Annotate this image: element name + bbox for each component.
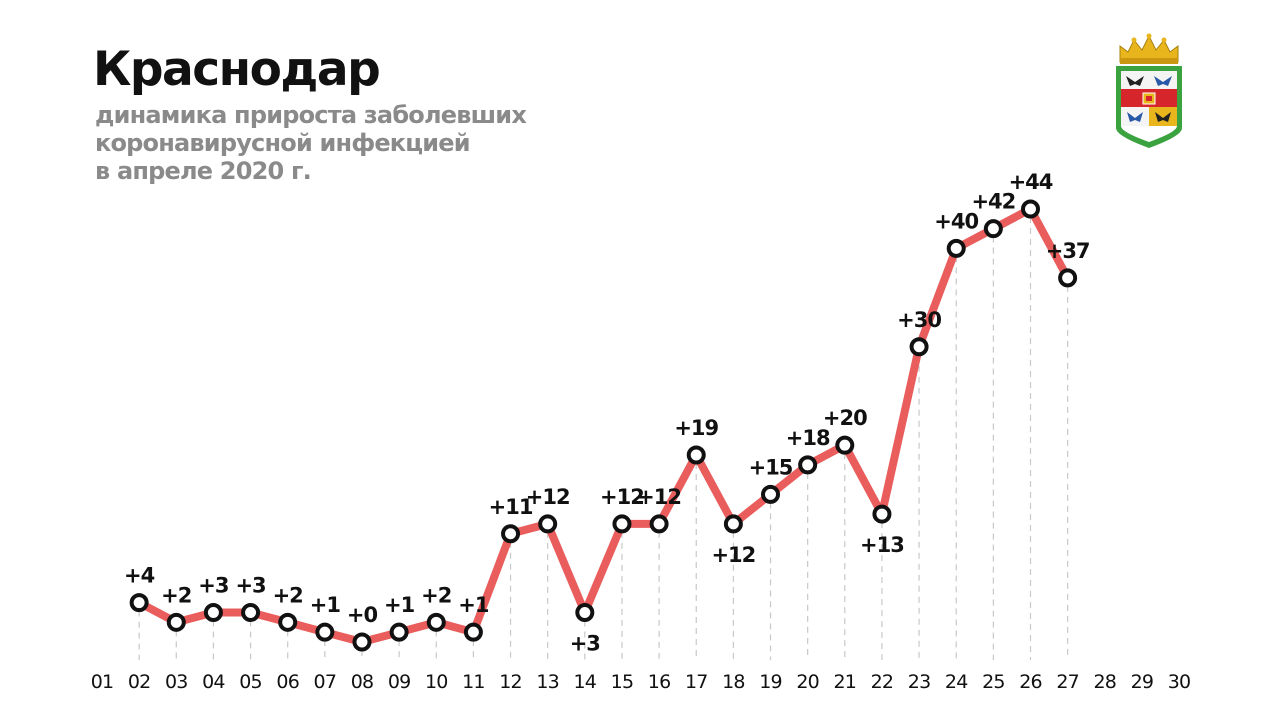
data-label: +12 <box>600 485 644 509</box>
x-tick-label: 05 <box>239 671 262 693</box>
x-tick-label: 14 <box>574 671 597 693</box>
data-label: +37 <box>1046 239 1090 263</box>
x-tick-label: 03 <box>165 671 188 693</box>
x-tick-label: 09 <box>388 671 411 693</box>
series-line <box>135 205 1072 646</box>
data-label: +12 <box>526 485 570 509</box>
data-point <box>241 602 261 622</box>
data-point <box>798 455 818 475</box>
x-tick-label: 02 <box>128 671 151 693</box>
data-label: +13 <box>860 533 904 557</box>
x-tick-label: 08 <box>351 671 374 693</box>
x-tick-label: 22 <box>871 671 894 693</box>
krasnodar-coat-of-arms-icon <box>1116 33 1182 148</box>
data-point <box>352 632 372 652</box>
data-point <box>649 514 669 534</box>
subtitle-line-2: коронавирусной инфекцией <box>95 129 471 157</box>
data-label: +4 <box>124 564 155 588</box>
x-tick-label: 29 <box>1131 671 1154 693</box>
data-label: +11 <box>489 495 533 519</box>
data-label: +12 <box>637 485 681 509</box>
data-label: +2 <box>421 583 451 607</box>
data-label: +44 <box>1009 170 1053 194</box>
data-label: +1 <box>384 593 415 617</box>
data-point <box>761 484 781 504</box>
data-label: +19 <box>674 416 718 440</box>
x-tick-label: 12 <box>499 671 522 693</box>
data-point <box>203 602 223 622</box>
data-point <box>166 612 186 632</box>
data-point <box>946 238 966 258</box>
x-tick-label: 17 <box>685 671 708 693</box>
data-label: +20 <box>823 406 867 430</box>
x-tick-label: 16 <box>648 671 671 693</box>
data-point <box>909 337 929 357</box>
data-label: +30 <box>897 308 941 332</box>
page-title: Краснодар <box>93 42 381 97</box>
data-label: +12 <box>711 543 755 567</box>
data-label: +15 <box>749 455 793 479</box>
x-tick-label: 28 <box>1093 671 1116 693</box>
data-point <box>686 445 706 465</box>
data-label: +3 <box>570 631 600 655</box>
data-point <box>835 435 855 455</box>
x-tick-label: 07 <box>314 671 337 693</box>
data-label: +3 <box>235 573 265 597</box>
data-point <box>315 622 335 642</box>
data-label: +1 <box>458 593 489 617</box>
x-tick-label: 30 <box>1168 671 1191 693</box>
data-point <box>463 622 483 642</box>
data-point <box>1021 199 1040 219</box>
x-tick-label: 25 <box>982 671 1005 693</box>
data-point <box>538 514 558 534</box>
data-label: +0 <box>347 603 378 627</box>
data-label: +40 <box>934 209 978 233</box>
data-point <box>612 514 632 534</box>
data-point <box>426 612 446 632</box>
subtitle-line-3: в апреле 2020 г. <box>95 157 312 185</box>
x-tick-label: 13 <box>536 671 559 693</box>
x-tick-label: 24 <box>945 671 968 693</box>
data-point <box>1058 268 1078 288</box>
x-tick-label: 01 <box>91 671 114 693</box>
data-point <box>872 504 892 524</box>
data-label: +2 <box>161 583 191 607</box>
data-point <box>575 602 595 622</box>
data-point <box>983 219 1003 239</box>
subtitle-line-1: динамика прироста заболевших <box>95 101 527 129</box>
chart-subtitle: динамика прироста заболевших коронавирус… <box>95 101 527 185</box>
x-tick-label: 19 <box>759 671 782 693</box>
x-tick-label: 06 <box>276 671 299 693</box>
x-tick-label: 10 <box>425 671 448 693</box>
data-point <box>278 612 298 632</box>
x-tick-label: 21 <box>834 671 857 693</box>
data-point <box>129 593 149 613</box>
data-point <box>501 524 521 544</box>
data-label: +3 <box>198 573 228 597</box>
data-label: +42 <box>971 190 1015 214</box>
data-label: +1 <box>310 593 341 617</box>
x-tick-label: 18 <box>722 671 745 693</box>
data-point <box>723 514 743 534</box>
data-label: +18 <box>786 426 830 450</box>
data-point <box>389 622 409 642</box>
x-tick-label: 27 <box>1056 671 1079 693</box>
x-tick-label: 26 <box>1019 671 1042 693</box>
x-tick-label: 20 <box>796 671 819 693</box>
data-label: +2 <box>273 583 303 607</box>
x-tick-label: 11 <box>462 671 485 693</box>
x-tick-label: 04 <box>202 671 225 693</box>
x-tick-label: 23 <box>908 671 931 693</box>
x-tick-label: 15 <box>611 671 634 693</box>
